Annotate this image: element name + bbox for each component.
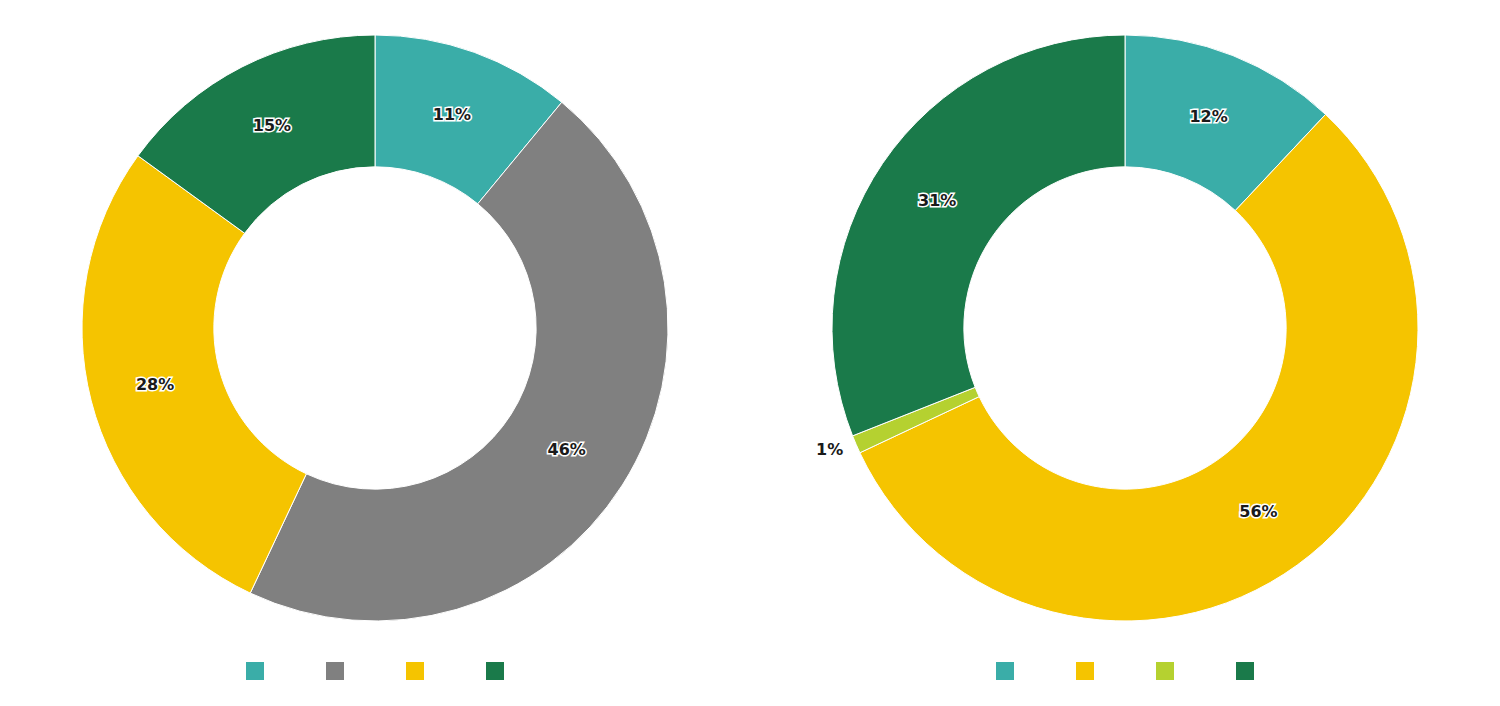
legend-swatch	[1076, 662, 1094, 680]
legend-swatch	[486, 662, 504, 680]
slices	[832, 35, 1418, 621]
legend	[996, 662, 1254, 680]
donut-chart: 12% 56% 1% 31%	[816, 35, 1418, 621]
data-label: 12%	[1189, 107, 1227, 126]
legend-swatch	[326, 662, 344, 680]
data-label: 31%	[918, 191, 956, 210]
legend-swatch	[406, 662, 424, 680]
data-label: 1%	[816, 440, 843, 459]
slices	[82, 35, 668, 621]
data-label: 15%	[253, 116, 291, 135]
data-label: 46%	[548, 440, 586, 459]
slice	[832, 35, 1125, 436]
data-label: 56%	[1239, 502, 1277, 521]
legend-swatch	[1236, 662, 1254, 680]
legend-swatch	[1156, 662, 1174, 680]
data-labels: 11% 46% 28% 15%	[136, 105, 586, 459]
legend-swatch	[246, 662, 264, 680]
donut-chart: 11% 46% 28% 15%	[82, 35, 668, 621]
slice	[82, 156, 306, 593]
data-labels: 12% 56% 1% 31%	[816, 107, 1278, 521]
data-label: 28%	[136, 375, 174, 394]
legend	[246, 662, 504, 680]
slice	[138, 35, 375, 233]
chart-root: 11% 46% 28% 15% 12% 56% 1% 31%	[0, 0, 1500, 706]
slice	[250, 102, 668, 621]
legend-swatch	[996, 662, 1014, 680]
data-label: 11%	[433, 105, 471, 124]
